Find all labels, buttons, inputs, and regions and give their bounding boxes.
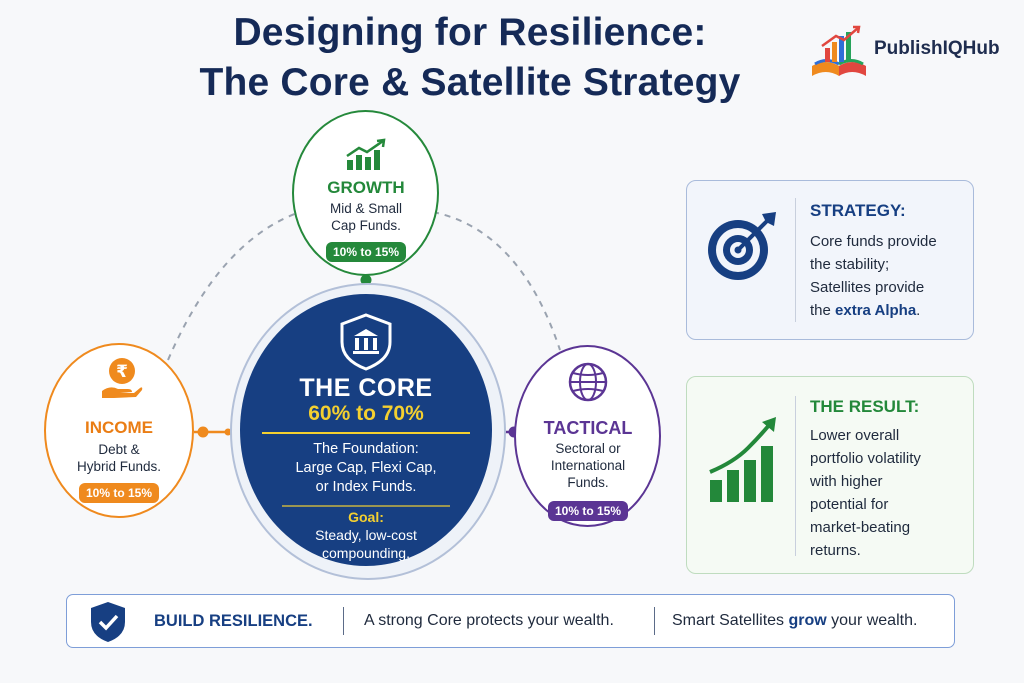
rupee-hand-icon: ₹ (98, 355, 144, 401)
core-goal-line-1: Steady, low-cost (315, 527, 417, 543)
income-label: INCOME (85, 418, 153, 437)
result-line-3: with higher (810, 473, 883, 490)
income-allocation-badge: 10% to 15% (79, 483, 159, 503)
tactical-desc-line-2: International (550, 458, 626, 473)
globe-icon (566, 360, 610, 404)
strategy-line-2: the stability; (810, 256, 890, 273)
growth-label: GROWTH (327, 178, 405, 197)
banner-separator-2 (654, 607, 655, 635)
banner-text-2-suffix: your wealth. (826, 612, 918, 629)
strategy-line-1: Core funds provide (810, 233, 937, 250)
core-description: The Foundation: Large Cap, Flexi Cap, or… (258, 440, 474, 497)
open-book-chart-icon (812, 25, 866, 76)
tactical-desc-line-3: Funds. (567, 475, 609, 490)
banner-emphasis: grow (788, 612, 827, 629)
strategy-emphasis: extra Alpha (835, 302, 917, 319)
result-heading: THE RESULT: (810, 397, 920, 416)
bottom-banner (66, 594, 955, 648)
tactical-allocation-badge: 10% to 15% (548, 501, 628, 521)
title-line-2: The Core & Satellite Strategy (199, 61, 741, 104)
result-line-1: Lower overall (810, 427, 900, 444)
tactical-label: TACTICAL (543, 418, 633, 438)
strategy-line-3: Satellites provide (810, 279, 925, 296)
shield-bank-icon (338, 312, 394, 372)
tactical-description: Sectoral or International Funds. (522, 440, 654, 491)
core-line-1: The Foundation: (313, 441, 419, 457)
logo (806, 24, 872, 80)
result-line-6: returns. (810, 542, 861, 559)
result-line-4: potential for (810, 496, 889, 513)
growth-allocation-badge: 10% to 15% (326, 242, 406, 262)
target-icon (704, 208, 780, 284)
strategy-line-4: the extra Alpha. (810, 299, 970, 322)
core-divider (262, 432, 470, 434)
income-description: Debt & Hybrid Funds. (54, 441, 184, 475)
strategy-text: Core funds provide the stability; Satell… (810, 230, 970, 322)
strategy-heading: STRATEGY: (810, 201, 906, 220)
core-allocation: 60% to 70% (308, 402, 424, 425)
core-title: THE CORE (299, 374, 433, 402)
banner-text-2: Smart Satellites grow your wealth. (672, 612, 917, 630)
strategy-line-4-suffix: . (916, 302, 921, 319)
banner-heading: BUILD RESILIENCE. (154, 612, 313, 630)
core-goal-label: Goal: (348, 509, 384, 525)
growth-desc-line-1: Mid & Small (329, 201, 402, 216)
bar-chart-icon (345, 138, 389, 172)
core-divider-2 (282, 505, 450, 507)
strategy-divider (795, 198, 796, 322)
page-title: Designing for Resilience: The Core & Sat… (150, 8, 790, 108)
income-desc-line-1: Debt & (98, 442, 140, 457)
growth-desc-line-2: Cap Funds. (331, 218, 401, 233)
title-line-1: Designing for Resilience: (233, 11, 707, 54)
growth-description: Mid & Small Cap Funds. (300, 200, 432, 234)
core-line-3: or Index Funds. (315, 479, 417, 495)
svg-text:₹: ₹ (116, 362, 128, 382)
growth-chart-icon (704, 414, 784, 506)
banner-separator-1 (343, 607, 344, 635)
logo-text: PublishIQHub (874, 38, 1000, 59)
core-goal-line-2: compounding. (322, 545, 410, 561)
shield-check-icon (88, 600, 128, 644)
strategy-line-4-prefix: the (810, 302, 836, 319)
result-divider (795, 396, 796, 556)
tactical-desc-line-1: Sectoral or (555, 441, 621, 456)
banner-text-1: A strong Core protects your wealth. (364, 612, 614, 629)
result-line-2: portfolio volatility (810, 450, 921, 467)
core-goal: Steady, low-cost compounding. (262, 526, 470, 562)
core-line-2: Large Cap, Flexi Cap, (295, 460, 437, 476)
banner-text-2-prefix: Smart Satellites (672, 612, 789, 629)
result-line-5: market-beating (810, 519, 911, 536)
result-text: Lower overall portfolio volatility with … (810, 424, 970, 562)
income-desc-line-2: Hybrid Funds. (76, 459, 162, 474)
